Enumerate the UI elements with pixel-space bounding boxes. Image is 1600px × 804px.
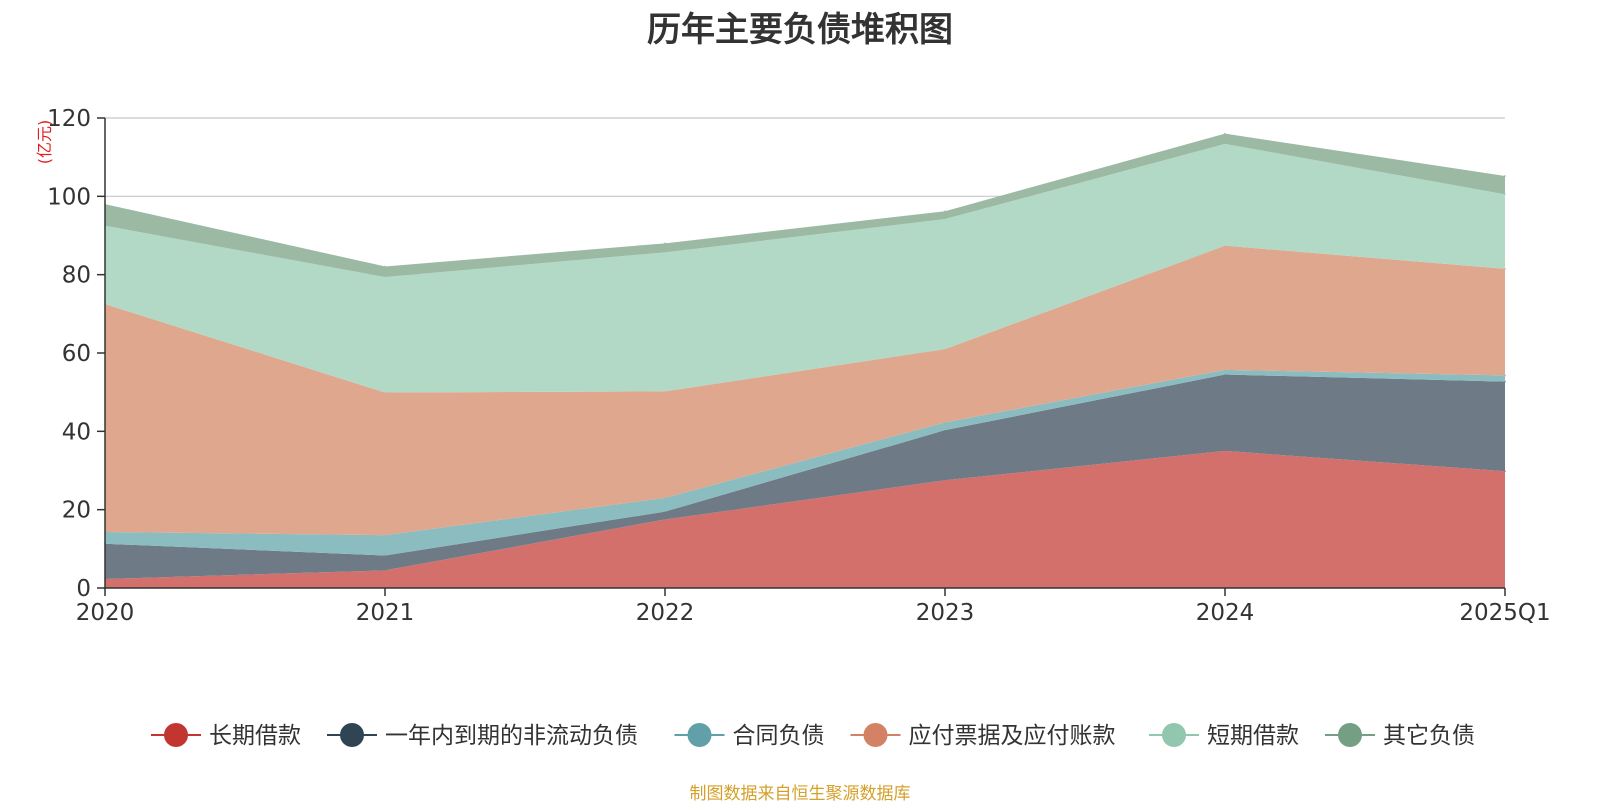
legend-marker — [863, 723, 888, 747]
legend-label: 短期借款 — [1207, 723, 1299, 749]
x-tick-label: 2021 — [356, 600, 415, 626]
legend-item-5[interactable]: 其它负债 — [1325, 723, 1475, 749]
x-tick-label: 2022 — [636, 600, 695, 626]
y-tick-label: 60 — [62, 341, 91, 367]
area-series-2 — [105, 369, 1505, 556]
legend-marker — [340, 723, 364, 747]
legend-marker — [1338, 723, 1362, 747]
y-tick-label: 120 — [47, 106, 91, 132]
x-tick-label: 2024 — [1196, 600, 1255, 626]
legend-item-1[interactable]: 一年内到期的非流动负债 — [327, 723, 638, 749]
area-series-3 — [105, 245, 1505, 536]
legend-marker — [164, 723, 188, 747]
data-point-series-5 — [1504, 175, 1506, 177]
legend-item-4[interactable]: 短期借款 — [1149, 723, 1299, 749]
legend-item-3[interactable]: 应付票据及应付账款 — [850, 723, 1116, 749]
legend-label: 长期借款 — [209, 723, 301, 749]
area-layer — [104, 132, 1506, 588]
area-series-4 — [105, 143, 1505, 393]
legend-marker — [687, 723, 712, 747]
data-source-note: 制图数据来自恒生聚源数据库 — [689, 784, 911, 804]
data-point-series-5 — [664, 242, 666, 245]
legend-label: 一年内到期的非流动负债 — [385, 723, 638, 749]
legend-label: 合同负债 — [733, 723, 825, 749]
y-axis-unit-label: (亿元) — [35, 120, 54, 165]
y-tick-label: 40 — [62, 419, 91, 445]
axis-layer: 0 20 40 60 80 100 120 2020 2021 2022 2023 2024 2025Q… — [35, 106, 1551, 626]
area-series-0 — [105, 450, 1505, 588]
x-tick-label: 2020 — [76, 600, 135, 626]
data-point-series-5 — [384, 265, 386, 268]
legend-item-2[interactable]: 合同负债 — [674, 723, 825, 749]
y-tick-label: 100 — [47, 184, 91, 210]
legend-label: 其它负债 — [1383, 723, 1475, 749]
legend-item-0[interactable]: 长期借款 — [151, 723, 301, 749]
legend-marker — [1162, 723, 1186, 747]
y-tick-label: 80 — [62, 263, 91, 289]
legend-label: 应付票据及应付账款 — [909, 723, 1116, 749]
y-tick-label: 20 — [62, 498, 91, 524]
y-tick-label: 0 — [76, 576, 91, 602]
x-tick-label: 2023 — [916, 600, 975, 626]
legend[interactable]: 长期借款 一年内到期的非流动负债 合同负债 应付票据及应付账款 短期借款 其它负债 — [151, 723, 1475, 749]
x-tick-label: 2025Q1 — [1459, 600, 1550, 626]
area-series-1 — [105, 374, 1505, 579]
data-point-series-5 — [1224, 132, 1226, 135]
data-point-series-5 — [944, 210, 946, 213]
chart-title: 历年主要负债堆积图 — [647, 10, 953, 50]
